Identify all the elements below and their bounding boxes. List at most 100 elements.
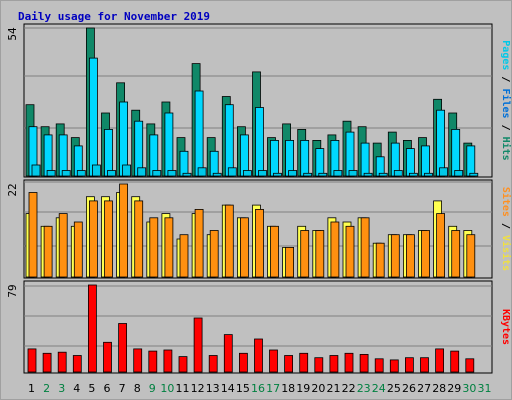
panel-max-label: 54 [6,27,19,41]
bar-pages-day-1 [31,164,41,177]
bar-files-day-13 [209,150,219,177]
series-label-part: Hits [500,137,512,161]
bar-files-day-23 [360,142,370,177]
panel-max-label: 22 [6,183,19,196]
bar-sites-day-22 [345,225,355,278]
x-tick-label-day-19: 19 [296,382,310,395]
x-tick-label-day-27: 27 [417,382,431,395]
bar-pages-day-30 [469,172,479,177]
panel-hits-files-pages [23,23,493,178]
bar-pages-day-6 [107,170,116,177]
bar-pages-day-5 [92,164,101,177]
x-tick-label-day-21: 21 [327,382,341,395]
bar-files-day-30 [466,145,476,177]
panel-series-label: Pages / Files / Hits [500,40,512,160]
x-tick-label-day-26: 26 [402,382,416,395]
series-label-part: Visits [500,235,512,271]
panel-series-label: Sites / Visits [500,187,512,271]
bar-pages-day-25 [393,170,403,177]
chart-title: Daily usage for November 2019 [18,10,210,23]
bar-pages-day-2 [46,170,56,177]
bar-pages-day-3 [61,170,71,177]
bar-kbytes-day-3 [57,351,67,373]
bar-kbytes-day-9 [148,350,158,373]
bar-kbytes-day-30 [465,358,475,373]
x-tick-label-day-2: 2 [43,382,50,395]
series-label-part: Files [500,88,512,118]
bar-files-day-9 [149,134,159,177]
bar-files-day-5 [89,57,98,177]
series-label-part: KBytes [500,309,511,345]
x-tick-label-day-7: 7 [119,382,126,395]
x-tick-label-day-28: 28 [432,382,446,395]
x-tick-label-day-22: 22 [342,382,356,395]
bar-sites-day-5 [89,200,98,278]
bar-sites-day-26 [405,234,415,278]
bar-kbytes-day-13 [208,355,218,373]
bar-sites-day-15 [239,217,249,278]
bar-kbytes-day-11 [178,356,188,373]
bar-sites-day-3 [58,213,68,278]
bar-pages-day-29 [454,170,464,177]
bar-pages-day-21 [333,170,343,177]
bar-pages-day-23 [363,172,373,177]
bar-sites-day-6 [104,200,113,278]
x-tick-label-day-5: 5 [88,382,95,395]
bar-files-day-12 [194,90,204,177]
bar-sites-day-20 [315,230,325,278]
x-tick-label-day-17: 17 [266,382,280,395]
bar-kbytes-day-16 [254,338,263,373]
bar-pages-day-24 [378,172,388,177]
bar-kbytes-day-14 [223,334,233,373]
bar-kbytes-day-8 [133,348,143,373]
bar-kbytes-day-28 [435,348,445,373]
bar-kbytes-day-20 [314,357,324,373]
bar-kbytes-day-5 [88,284,97,373]
bar-sites-day-13 [209,230,219,278]
bar-sites-day-16 [255,208,264,278]
bar-kbytes-day-15 [238,352,248,373]
bar-sites-day-28 [436,213,446,278]
bar-sites-day-17 [270,225,279,278]
x-tick-label-day-18: 18 [281,382,295,395]
bar-pages-day-17 [273,172,282,177]
panel-max-label: 79 [6,284,19,297]
bar-files-day-3 [58,134,68,177]
x-tick-label-day-25: 25 [387,382,401,395]
bar-pages-day-10 [167,170,177,177]
bar-kbytes-day-7 [118,323,127,373]
bar-pages-day-16 [258,170,267,177]
bar-sites-day-12 [194,208,204,278]
x-tick-label-day-12: 12 [191,382,205,395]
series-label-part: Sites [500,187,512,217]
bar-kbytes-day-1 [27,348,37,373]
x-tick-label-day-16: 16 [251,382,265,395]
panel-visits-sites [23,179,493,279]
bar-pages-day-27 [424,172,433,177]
x-tick-label-day-24: 24 [372,382,386,395]
bar-pages-day-14 [227,167,237,177]
bar-sites-day-30 [466,234,476,278]
bar-sites-day-27 [421,230,430,278]
bar-kbytes-day-19 [299,352,309,373]
x-tick-label-day-29: 29 [447,382,461,395]
series-label-part: / [500,217,511,235]
bar-kbytes-day-26 [404,357,414,373]
bar-kbytes-day-10 [163,349,173,373]
bar-files-day-19 [300,139,310,177]
x-tick-label-day-14: 14 [221,382,235,395]
bar-pages-day-7 [122,164,131,177]
bar-sites-day-10 [164,217,174,278]
bar-kbytes-day-25 [389,359,399,373]
bar-files-day-27 [421,145,430,177]
bar-kbytes-day-17 [269,349,278,373]
bar-kbytes-day-12 [193,317,203,373]
x-tick-label-day-20: 20 [311,382,325,395]
bar-sites-day-8 [134,200,144,278]
bar-files-day-6 [104,128,113,177]
bar-pages-day-12 [197,167,207,177]
bar-sites-day-1 [28,192,38,278]
bar-files-day-16 [255,107,264,177]
bar-pages-day-13 [212,172,222,177]
